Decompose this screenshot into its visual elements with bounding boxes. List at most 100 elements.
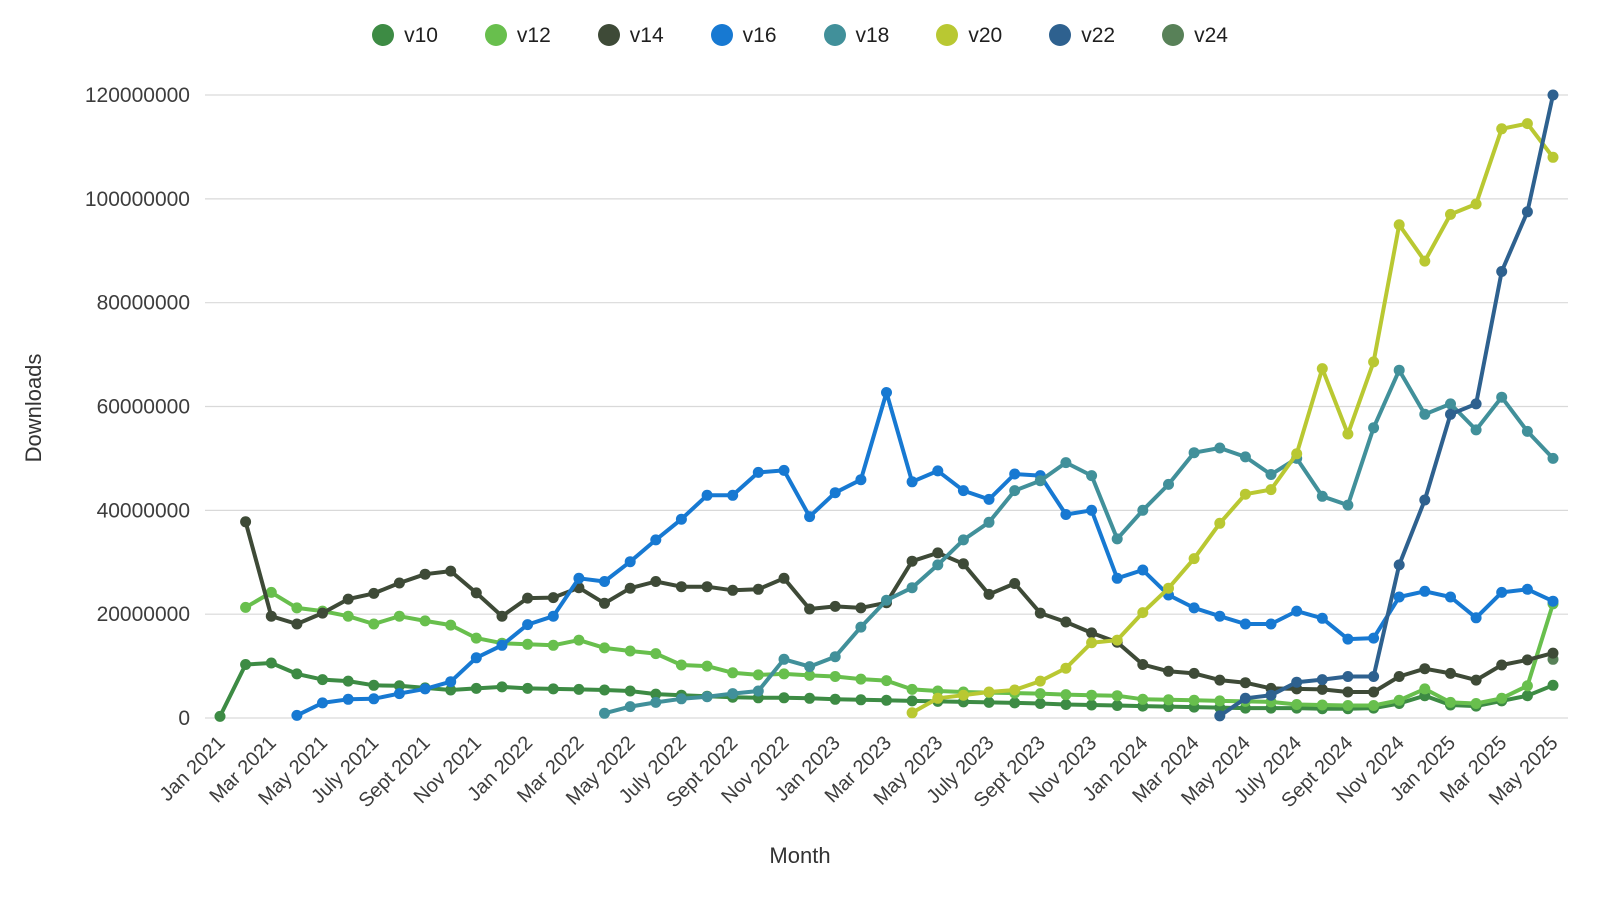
data-point-v20 bbox=[957, 689, 969, 701]
data-point-v16 bbox=[804, 511, 816, 523]
data-point-v20 bbox=[1060, 662, 1072, 674]
data-point-v12 bbox=[240, 601, 252, 613]
data-point-v18 bbox=[1547, 452, 1559, 464]
legend-item-v24[interactable]: v24 bbox=[1162, 24, 1228, 46]
data-point-v12 bbox=[1291, 699, 1303, 710]
data-point-v22 bbox=[1496, 266, 1508, 277]
legend-item-v18[interactable]: v18 bbox=[823, 24, 889, 46]
data-point-v14 bbox=[1419, 663, 1431, 675]
data-point-v14 bbox=[1368, 686, 1380, 698]
data-point-v16 bbox=[1188, 602, 1200, 614]
data-point-v12 bbox=[1214, 695, 1226, 707]
data-point-v16 bbox=[1419, 585, 1431, 597]
data-point-v16 bbox=[317, 697, 328, 709]
data-point-v12 bbox=[701, 660, 713, 672]
data-point-v16 bbox=[1009, 468, 1021, 480]
legend-item-v12[interactable]: v12 bbox=[484, 23, 551, 47]
data-point-v20 bbox=[1521, 118, 1533, 130]
data-point-v10 bbox=[1086, 699, 1098, 711]
data-point-v10 bbox=[983, 696, 995, 708]
data-point-v12 bbox=[829, 671, 841, 682]
legend-item-v10[interactable]: v10 bbox=[372, 24, 438, 46]
data-point-v18 bbox=[1137, 504, 1149, 516]
data-point-v14 bbox=[1239, 677, 1251, 689]
data-point-v10 bbox=[214, 710, 226, 722]
data-point-v12 bbox=[675, 659, 687, 671]
data-point-v18 bbox=[906, 582, 918, 594]
data-point-v20 bbox=[1470, 198, 1482, 210]
data-point-v10 bbox=[470, 682, 482, 694]
data-point-v16 bbox=[496, 639, 508, 651]
legend-item-v22[interactable]: v22 bbox=[1049, 24, 1115, 46]
data-point-v10 bbox=[906, 695, 918, 707]
data-point-v22 bbox=[1521, 206, 1533, 218]
data-point-v10 bbox=[573, 683, 585, 695]
data-point-v14 bbox=[829, 600, 841, 612]
data-point-v16 bbox=[1342, 633, 1354, 645]
data-point-v14 bbox=[547, 592, 559, 604]
data-point-v16 bbox=[393, 688, 405, 700]
data-point-v18 bbox=[1086, 470, 1098, 482]
data-point-v16 bbox=[1265, 618, 1277, 630]
data-point-v14 bbox=[1034, 607, 1046, 619]
data-point-v16 bbox=[599, 576, 610, 587]
series-line-v12 bbox=[243, 590, 1555, 708]
legend-label: v14 bbox=[629, 23, 664, 47]
data-point-v12 bbox=[727, 667, 739, 679]
data-point-v14 bbox=[240, 516, 252, 528]
legend-item-v14[interactable]: v14 bbox=[597, 23, 664, 47]
data-point-v22 bbox=[1368, 671, 1380, 682]
data-point-v22 bbox=[1291, 676, 1303, 688]
data-point-v14 bbox=[650, 576, 662, 587]
data-point-v10 bbox=[1547, 679, 1559, 691]
data-point-v20 bbox=[1393, 219, 1405, 231]
data-point-v12 bbox=[1393, 694, 1405, 706]
data-point-v18 bbox=[1445, 398, 1456, 410]
data-point-v12 bbox=[1470, 698, 1482, 709]
data-point-v12 bbox=[1316, 699, 1328, 711]
data-point-v10 bbox=[829, 693, 841, 705]
data-point-v16 bbox=[1239, 618, 1251, 630]
data-point-v20 bbox=[1163, 582, 1174, 594]
data-point-v12 bbox=[804, 669, 816, 681]
data-point-v10 bbox=[317, 674, 328, 686]
data-point-v14 bbox=[932, 547, 944, 559]
data-point-v16 bbox=[752, 466, 764, 478]
data-point-v20 bbox=[1034, 675, 1046, 687]
data-point-v14 bbox=[1163, 665, 1174, 677]
legend-swatch-v12 bbox=[484, 24, 507, 46]
data-point-v12 bbox=[1137, 693, 1149, 705]
y-tick-label: 0 bbox=[178, 707, 190, 730]
data-point-v22 bbox=[1445, 408, 1456, 420]
data-point-v10 bbox=[342, 675, 354, 687]
data-point-v20 bbox=[1188, 553, 1200, 565]
data-point-v14 bbox=[1470, 674, 1482, 686]
data-point-v12 bbox=[445, 619, 457, 631]
data-point-v18 bbox=[778, 653, 790, 665]
legend-item-v20[interactable]: v20 bbox=[936, 24, 1002, 46]
y-tick-label: 100000000 bbox=[85, 188, 190, 211]
legend-swatch-v18 bbox=[823, 24, 846, 46]
data-point-v18 bbox=[1368, 422, 1380, 434]
data-point-v14 bbox=[1086, 627, 1098, 639]
data-point-v10 bbox=[855, 694, 867, 706]
y-tick-label: 40000000 bbox=[97, 499, 190, 522]
data-point-v16 bbox=[1445, 591, 1456, 603]
data-point-v10 bbox=[368, 679, 380, 691]
data-point-v10 bbox=[650, 688, 662, 700]
data-point-v18 bbox=[829, 651, 841, 663]
data-point-v10 bbox=[265, 657, 277, 669]
legend-label: v12 bbox=[516, 23, 551, 47]
data-point-v20 bbox=[1419, 255, 1431, 267]
data-point-v16 bbox=[445, 676, 457, 688]
data-point-v14 bbox=[342, 593, 354, 605]
data-point-v16 bbox=[342, 693, 354, 705]
data-point-v14 bbox=[1188, 667, 1200, 679]
data-point-v18 bbox=[932, 559, 944, 571]
legend-item-v16[interactable]: v16 bbox=[710, 24, 777, 46]
data-point-v14 bbox=[624, 582, 636, 594]
data-point-v10 bbox=[778, 692, 790, 704]
data-point-v16 bbox=[701, 489, 713, 501]
data-point-v18 bbox=[1111, 533, 1123, 545]
y-tick-label: 20000000 bbox=[97, 603, 190, 626]
